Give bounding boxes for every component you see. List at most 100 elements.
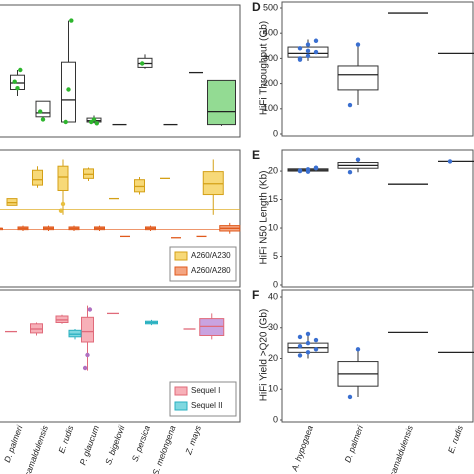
data-point [297,46,303,51]
box-body [57,165,69,191]
x-tick-label: S. bigelovii [103,423,127,466]
data-point [87,307,93,312]
panel-letter: D [252,0,261,14]
y-tick-label: 100 [263,103,278,113]
data-point [89,119,94,125]
data-point [313,49,319,55]
y-tick-label: 20 [268,165,278,175]
panel-frame [281,289,474,423]
box-body [30,323,43,334]
data-point [12,79,17,84]
box-body [68,329,82,338]
data-point [140,61,145,66]
data-point [313,347,319,352]
x-tick-label: S. persica [130,424,152,463]
data-point [40,117,46,122]
data-point [297,344,303,349]
data-point [297,353,303,358]
panel-frame [281,1,474,137]
y-tick-label: 10 [268,384,278,394]
data-point [91,117,97,122]
y-tick-label: 10 [268,222,278,232]
box-body [207,79,236,126]
data-point [60,201,66,207]
data-point [355,347,361,352]
y-tick-label: 200 [263,78,278,88]
data-point [305,53,311,59]
data-point [18,67,23,73]
panel-frame [0,149,241,288]
data-point [355,42,361,47]
box-body [134,179,145,193]
legend-label: A260/A280 [191,266,231,275]
data-point [69,18,74,23]
data-point [347,394,353,400]
x-tick-label: E. rudis [56,423,76,454]
data-point [297,168,303,173]
legend-label: A260/A230 [191,251,231,260]
data-point [15,86,20,91]
y-tick-label: 5 [273,251,278,261]
y-tick-label: 30 [268,322,278,332]
data-point [58,208,64,213]
y-tick-label: 0 [273,279,278,289]
panel-frame [281,149,474,288]
box-body [337,65,379,91]
x-tick-label: E. rudis [446,423,466,454]
legend-swatch [174,386,188,396]
legend-label: Sequel I [191,386,220,395]
box-body [202,171,224,196]
y-axis-label: HiFi Throughput (Gb) [259,21,270,115]
box-body [0,227,3,231]
x-tick-label: A. hypogaea [289,424,315,473]
data-point [38,109,43,114]
x-tick-label: S. melongena [150,424,177,474]
panel-frame [0,4,241,138]
x-tick-label: E. camaldulensis [19,423,51,474]
panel-letter: E [252,148,260,162]
box-body [6,198,18,206]
data-point [85,352,90,358]
data-point [355,157,361,162]
y-tick-label: 20 [268,353,278,363]
box-body [199,318,225,337]
legend-swatch [174,266,188,276]
data-point [82,365,88,371]
x-tick-label: E. camaldulensis [384,423,416,474]
data-point [347,102,353,108]
y-tick-label: 400 [263,28,278,38]
data-point [305,350,311,355]
box-body [61,61,76,123]
x-tick-label: P. glaucum [77,424,101,466]
y-tick-label: 15 [268,194,278,204]
data-point [63,119,68,125]
legend-label: Sequel II [191,401,223,410]
panel-letter: F [252,288,259,302]
x-tick-label: D. palmeri [2,423,25,464]
y-tick-label: 0 [273,414,278,424]
legend-swatch [174,401,188,411]
y-tick-label: 500 [263,2,278,12]
x-tick-label: D. palmeri [342,423,365,464]
data-point [305,340,311,346]
box-body [32,169,43,186]
data-point [297,334,303,340]
panel-frame [0,289,241,423]
data-point [313,38,319,43]
y-tick-label: 40 [268,291,278,301]
data-point [305,48,311,54]
data-point [305,169,311,174]
data-point [305,331,311,337]
box-body [83,168,94,179]
data-point [313,165,319,170]
y-axis-label: HiFi Yield >Q20 (Gb) [259,309,270,402]
data-point [66,87,71,92]
data-point [305,42,311,47]
data-point [313,337,319,343]
box-body [35,100,51,118]
x-tick-label: Z. mays [183,423,203,456]
legend-swatch [174,251,188,261]
data-point [447,159,453,164]
data-point [297,57,303,62]
